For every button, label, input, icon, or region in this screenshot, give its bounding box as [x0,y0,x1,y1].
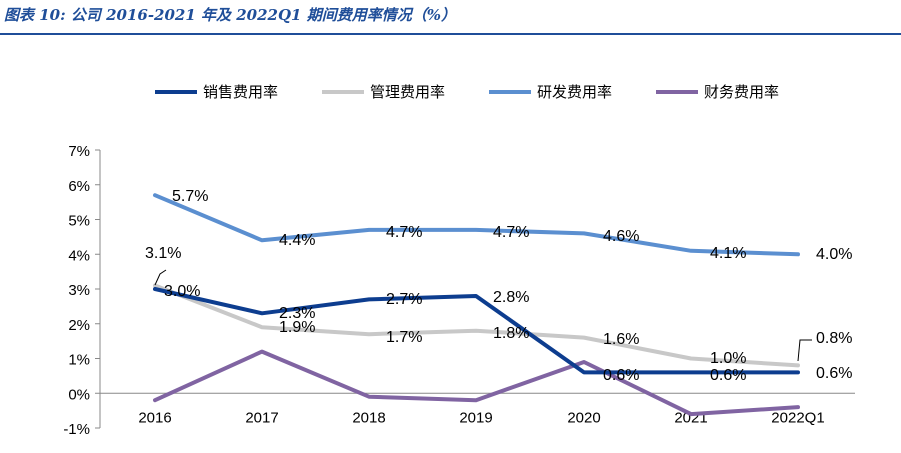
data-label: 2.3% [279,305,315,322]
x-tick-label: 2022Q1 [771,409,824,426]
y-tick-label: 4% [68,247,90,264]
y-tick-label: 6% [68,178,90,195]
chart-legend: 销售费用率 管理费用率 研发费用率 财务费用率 [155,83,779,101]
leader-line [154,269,167,286]
data-label: 0.8% [816,330,852,347]
data-label: 1.6% [603,331,639,348]
y-tick-label: 1% [68,352,90,369]
caption-rule [0,33,901,35]
data-label: 0.6% [710,367,746,384]
data-label: 2.7% [386,291,422,308]
data-label: 4.7% [386,224,422,241]
data-label: 4.4% [279,232,315,249]
figure-caption: 图表 10: 公司 2016-2021 年及 2022Q1 期间费用率情况（%） [4,6,456,24]
y-tick-label: 7% [68,143,90,160]
legend-label: 研发费用率 [537,83,612,101]
y-tick-label: 5% [68,213,90,230]
data-label: 1.0% [710,350,746,367]
data-label: 2.8% [493,289,529,306]
data-label: 5.7% [172,188,208,205]
data-label: 3.1% [145,245,181,262]
y-tick-label: 3% [68,282,90,299]
data-label: 0.6% [603,367,639,384]
y-axis: -1% 0% 1% 2% 3% 4% 5% 6% 7% [63,143,101,438]
data-label: 4.6% [603,228,639,245]
data-label: 3.0% [164,283,200,300]
y-tick-label: -1% [63,421,90,438]
x-tick-label: 2016 [138,409,171,426]
x-tick-label: 2017 [245,409,278,426]
x-tick-label: 2019 [459,409,492,426]
data-label: 1.9% [279,319,315,336]
legend-label: 财务费用率 [704,83,779,101]
data-labels: 3.0% 2.3% 2.7% 2.8% 0.6% 0.6% 0.6% 3.1% 1.9% 1.7%… [145,188,852,384]
data-label: 4.7% [493,224,529,241]
data-label: 0.6% [816,365,852,382]
data-label: 1.8% [493,325,529,342]
data-label: 4.0% [816,246,852,263]
data-label: 4.1% [710,245,746,262]
x-tick-label: 2018 [352,409,385,426]
y-tick-label: 2% [68,317,90,334]
x-tick-label: 2020 [567,409,600,426]
chart-series [153,193,800,417]
legend-label: 销售费用率 [203,83,278,101]
series-line-2 [153,193,800,257]
leader-line [797,339,812,362]
data-label: 1.7% [386,329,422,346]
y-tick-label: 0% [68,386,90,403]
legend-label: 管理费用率 [370,83,445,101]
